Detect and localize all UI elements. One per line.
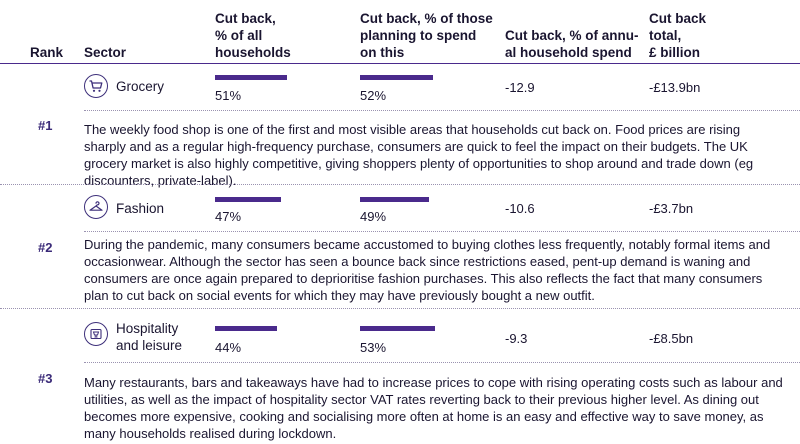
row-divider <box>84 110 800 111</box>
total-hospitality: -£8.5bn <box>649 331 694 346</box>
header-cut-back-annual: Cut back, % of annu- al household spend <box>505 28 639 60</box>
bar-pct-planning-hospitality <box>360 326 435 331</box>
annual-fashion: -10.6 <box>505 201 535 216</box>
header-cut-back-planning: Cut back, % of those planning to spend o… <box>360 11 493 60</box>
bar-pct-all-hospitality <box>215 326 277 331</box>
pct-planning-fashion: 49% <box>360 209 387 224</box>
pct-all-fashion: 47% <box>215 209 242 224</box>
pct-planning-grocery: 52% <box>360 88 387 103</box>
row-divider <box>84 362 800 363</box>
header-rule <box>0 63 800 64</box>
total-fashion: -£3.7bn <box>649 201 694 216</box>
description-hospitality: Many restaurants, bars and takeaways hav… <box>84 375 783 441</box>
row-divider <box>0 184 800 185</box>
row-divider <box>0 308 800 309</box>
rank-3: #3 <box>38 371 53 386</box>
pct-all-grocery: 51% <box>215 88 242 103</box>
annual-hospitality: -9.3 <box>505 331 528 346</box>
hospitality-glass-icon <box>84 322 108 346</box>
header-cut-back-all: Cut back, % of all households <box>215 11 291 60</box>
bar-pct-all-grocery <box>215 75 287 80</box>
row-divider <box>84 231 800 232</box>
bar-pct-planning-fashion <box>360 197 429 202</box>
sector-fashion: Fashion <box>116 201 165 216</box>
header-cut-back-total: Cut back total, £ billion <box>649 11 707 60</box>
pct-all-hospitality: 44% <box>215 340 242 355</box>
shopping-cart-icon <box>84 74 108 98</box>
description-grocery: The weekly food shop is one of the first… <box>84 122 754 188</box>
pct-planning-hospitality: 53% <box>360 340 387 355</box>
clothes-hanger-icon <box>84 195 108 219</box>
rank-2: #2 <box>38 240 53 255</box>
bar-pct-planning-grocery <box>360 75 433 80</box>
total-grocery: -£13.9bn <box>649 80 701 95</box>
header-rank: Rank <box>30 45 64 60</box>
sector-grocery: Grocery <box>116 79 165 94</box>
rank-1: #1 <box>38 118 53 133</box>
sector-hospitality: Hospitality and leisure <box>116 321 183 353</box>
annual-grocery: -12.9 <box>505 80 535 95</box>
header-sector: Sector <box>84 45 127 60</box>
bar-pct-all-fashion <box>215 197 281 202</box>
description-fashion: During the pandemic, many consumers beca… <box>84 237 771 303</box>
